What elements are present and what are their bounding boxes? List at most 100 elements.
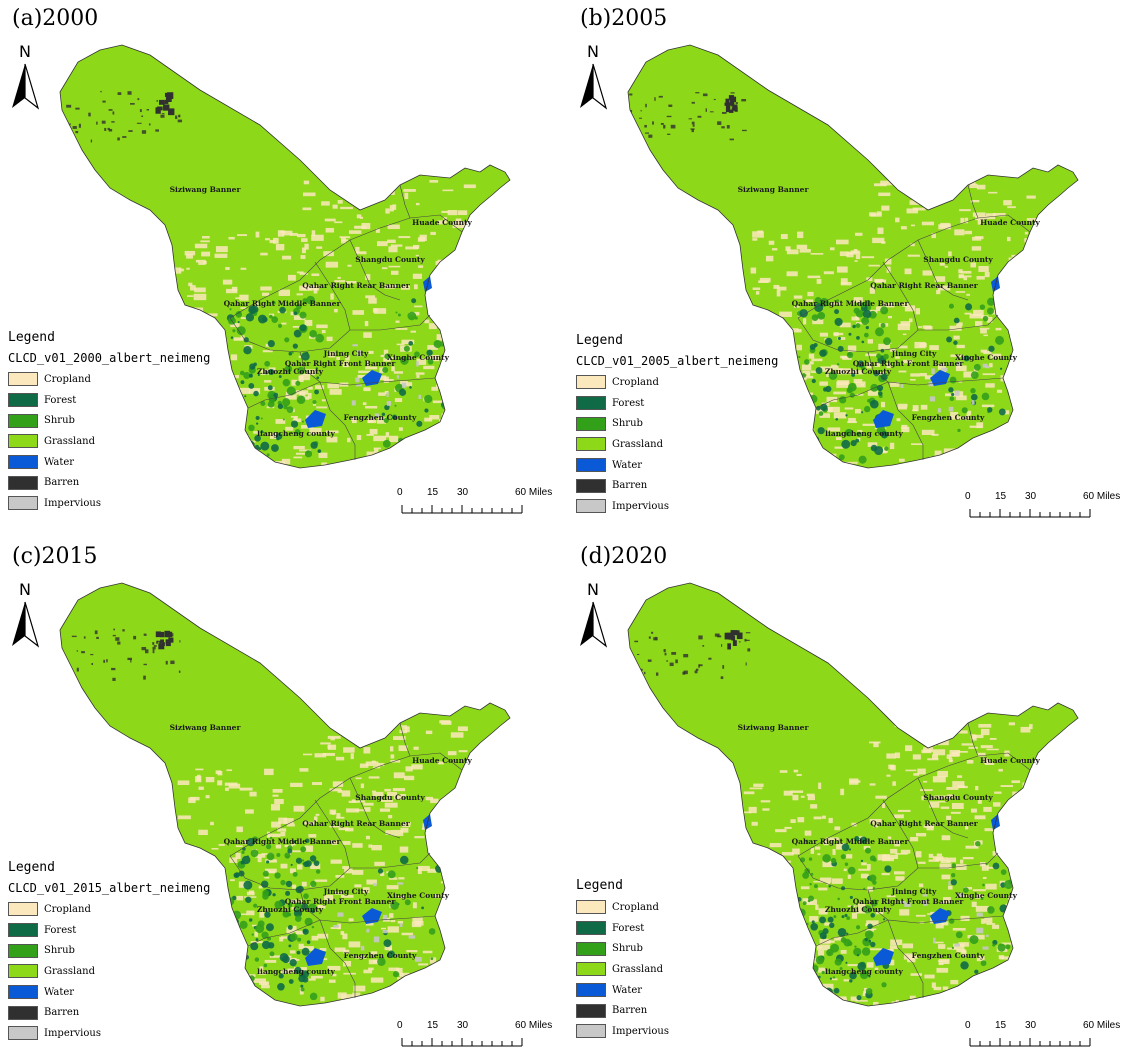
county-label-zhuozhi: Zhuozhi County bbox=[825, 905, 892, 914]
north-arrow-icon: N bbox=[578, 42, 608, 112]
north-arrow-icon: N bbox=[578, 580, 608, 650]
legend-item: Forest bbox=[8, 390, 210, 411]
legend-label: Grassland bbox=[44, 435, 95, 447]
legend-item: Impervious bbox=[8, 1023, 210, 1044]
legend-item: Shrub bbox=[8, 410, 210, 431]
legend-swatch bbox=[8, 923, 38, 938]
scale-tick-label: 0 bbox=[965, 491, 971, 502]
legend-item: Cropland bbox=[8, 899, 210, 920]
county-label-qahar-rear: Qahar Right Rear Banner bbox=[302, 819, 410, 828]
county-border bbox=[887, 919, 924, 998]
legend-title: Legend bbox=[8, 330, 55, 345]
county-label-huade: Huade County bbox=[412, 756, 472, 765]
legend-layer-name: CLCD_v01_2015_albert_neimeng bbox=[8, 881, 211, 895]
county-label-qahar-middle: Qahar Right Middle Banner bbox=[224, 299, 342, 308]
legend-label: Barren bbox=[44, 1007, 80, 1019]
county-label-qahar-rear: Qahar Right Rear Banner bbox=[302, 281, 410, 290]
county-border bbox=[797, 314, 999, 353]
legend-title: Legend bbox=[576, 878, 623, 893]
legend-label: Shrub bbox=[612, 418, 643, 430]
scale-tick-label: 30 bbox=[457, 487, 469, 498]
county-border bbox=[967, 184, 979, 219]
county-label-qahar-front: Qahar Right Front Banner bbox=[853, 359, 965, 368]
county-label-fengzhen: Fengzhen County bbox=[912, 413, 985, 422]
county-border bbox=[247, 919, 321, 947]
scale-tick-label: 30 bbox=[1025, 1020, 1037, 1031]
legend-swatch bbox=[576, 921, 606, 936]
panel-title: (d)2020 bbox=[580, 544, 668, 569]
legend-item: Grassland bbox=[576, 434, 778, 455]
legend-item: Water bbox=[8, 982, 210, 1003]
legend-label: Forest bbox=[612, 922, 645, 934]
county-border bbox=[399, 184, 411, 219]
legend-label: Water bbox=[44, 456, 75, 468]
legend-label: Impervious bbox=[612, 1025, 669, 1037]
scale-tick-label: 60 Miles bbox=[1083, 1020, 1121, 1031]
legend-label: Impervious bbox=[44, 497, 101, 509]
legend-label: Cropland bbox=[612, 901, 659, 913]
county-border bbox=[399, 722, 411, 757]
legend-layer-name: CLCD_v01_2000_albert_neimeng bbox=[8, 351, 211, 365]
scale-tick-label: 0 bbox=[397, 1020, 403, 1031]
north-label: N bbox=[587, 580, 599, 599]
north-label: N bbox=[19, 580, 31, 599]
county-label-xinghe: Xinghe County bbox=[387, 891, 450, 900]
legend-swatch bbox=[576, 900, 606, 915]
county-border bbox=[314, 799, 351, 869]
county-label-liangcheng: liangcheng county bbox=[257, 967, 335, 976]
legend-swatch bbox=[576, 983, 606, 998]
county-label-fengzhen: Fengzhen County bbox=[344, 951, 417, 960]
scale-tick-label: 15 bbox=[427, 1020, 439, 1031]
legend-item: Water bbox=[576, 980, 669, 1001]
legend-layer-name: CLCD_v01_2005_albert_neimeng bbox=[576, 354, 779, 368]
map-panel: (d)2020 N Siziwang Banner Huade County Shang… bbox=[568, 538, 1133, 1063]
legend-swatch bbox=[8, 985, 38, 1000]
legend-item: Water bbox=[8, 452, 210, 473]
county-label-siziwang: Siziwang Banner bbox=[738, 723, 810, 732]
legend-swatch bbox=[576, 962, 606, 977]
region-grassland bbox=[628, 583, 1078, 1006]
legend-item: Barren bbox=[8, 472, 210, 493]
lake-south bbox=[305, 948, 326, 966]
county-label-liangcheng: liangcheng county bbox=[825, 429, 903, 438]
legend-label: Cropland bbox=[612, 376, 659, 388]
county-label-shangdu: Shangdu County bbox=[355, 255, 425, 264]
county-label-jining: Jining City bbox=[323, 887, 369, 896]
north-arrow-icon: N bbox=[10, 580, 40, 650]
legend-swatch bbox=[576, 478, 606, 493]
county-label-shangdu: Shangdu County bbox=[355, 793, 425, 802]
legend-swatch bbox=[576, 1003, 606, 1018]
lake-south bbox=[873, 410, 894, 428]
legend-swatch bbox=[8, 943, 38, 958]
legend-swatch bbox=[8, 413, 38, 428]
scale-tick-label: 0 bbox=[965, 1020, 971, 1031]
county-label-huade: Huade County bbox=[980, 756, 1040, 765]
legend-item: Forest bbox=[576, 918, 669, 939]
legend-label: Cropland bbox=[44, 903, 91, 915]
scale-bar: 0 15 30 60 Miles bbox=[965, 1020, 1126, 1050]
legend-label: Barren bbox=[612, 480, 648, 492]
scale-tick-label: 30 bbox=[457, 1020, 469, 1031]
legend-label: Impervious bbox=[612, 500, 669, 512]
legend-label: Barren bbox=[612, 1005, 648, 1017]
county-border bbox=[349, 777, 401, 839]
county-label-xinghe: Xinghe County bbox=[955, 891, 1018, 900]
legend-label: Water bbox=[612, 984, 643, 996]
county-label-qahar-middle: Qahar Right Middle Banner bbox=[224, 837, 342, 846]
legend-item: Barren bbox=[576, 1000, 669, 1021]
scale-tick-label: 30 bbox=[1025, 491, 1037, 502]
legend: Legend CLCD_v01_2015_albert_neimeng Cropla… bbox=[8, 860, 210, 1044]
county-border bbox=[319, 381, 356, 460]
county-label-zhuozhi: Zhuozhi County bbox=[257, 367, 324, 376]
county-label-qahar-middle: Qahar Right Middle Banner bbox=[792, 837, 910, 846]
legend: Legend CLCD_v01_2000_albert_neimeng Cropla… bbox=[8, 330, 210, 514]
legend-label: Forest bbox=[44, 924, 77, 936]
legend-swatch bbox=[8, 372, 38, 387]
county-label-jining: Jining City bbox=[891, 887, 937, 896]
legend-swatch bbox=[8, 393, 38, 408]
legend-swatch bbox=[8, 475, 38, 490]
legend-label: Shrub bbox=[612, 943, 643, 955]
legend-swatch bbox=[576, 437, 606, 452]
county-label-siziwang: Siziwang Banner bbox=[170, 723, 242, 732]
scale-bar: 0 15 30 60 Miles bbox=[397, 1020, 558, 1050]
